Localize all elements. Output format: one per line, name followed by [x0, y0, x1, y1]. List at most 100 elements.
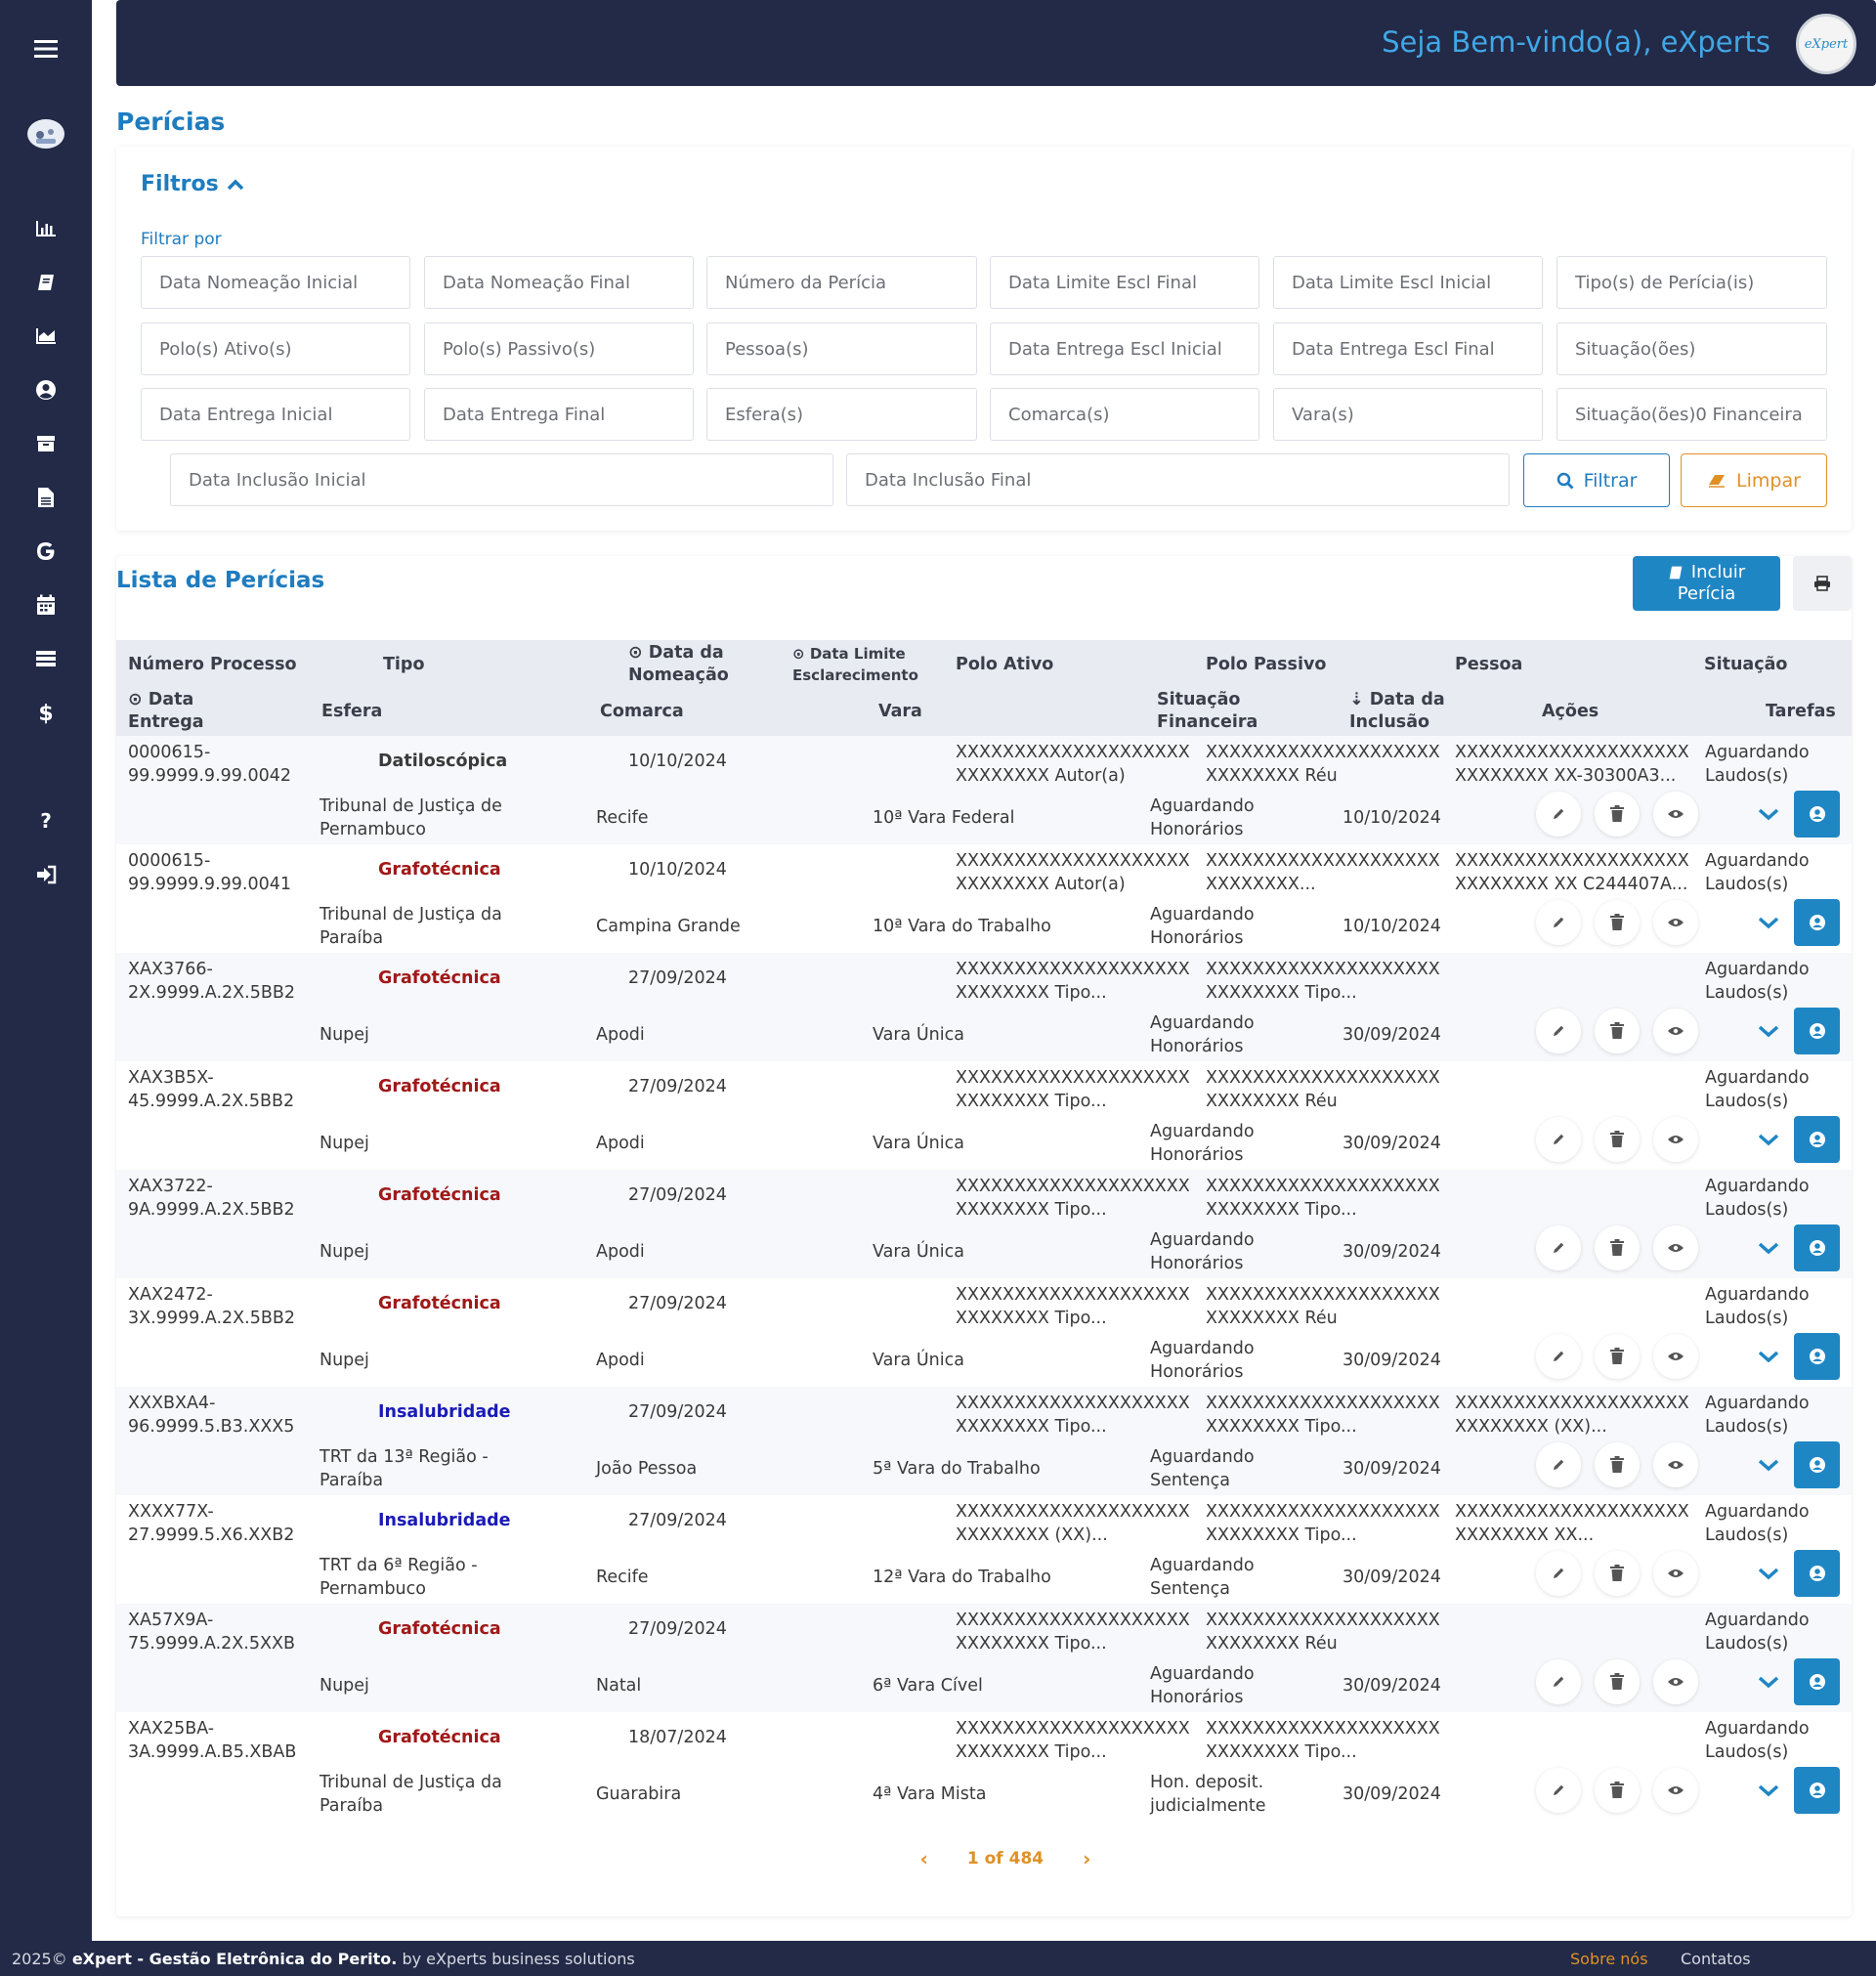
edit-button[interactable] — [1536, 1009, 1581, 1053]
filter-data-entrega-escl-inicial[interactable]: Data Entrega Escl Inicial — [990, 322, 1259, 375]
filter-data-nomeacao-final[interactable]: Data Nomeação Final — [424, 256, 694, 309]
edit-button[interactable] — [1536, 792, 1581, 837]
view-button[interactable] — [1653, 1117, 1698, 1162]
header-comarca[interactable]: Comarca — [600, 702, 684, 721]
header-tipo[interactable]: Tipo — [383, 655, 425, 674]
header-situacao-financeira[interactable]: Situação Financeira — [1157, 689, 1258, 734]
tasks-button[interactable] — [1794, 791, 1840, 838]
edit-button[interactable] — [1536, 1659, 1581, 1704]
edit-button[interactable] — [1536, 1442, 1581, 1487]
header-data-limite[interactable]: ⊙ Data Limite Esclarecimento — [792, 644, 918, 687]
menu-icon[interactable] — [0, 29, 92, 68]
delete-button[interactable] — [1595, 1551, 1640, 1596]
google-icon[interactable] — [0, 532, 92, 571]
chart-area-icon[interactable] — [0, 317, 92, 356]
view-button[interactable] — [1653, 1659, 1698, 1704]
filter-polo-ativo[interactable]: Polo(s) Ativo(s) — [141, 322, 410, 375]
view-button[interactable] — [1653, 900, 1698, 945]
filter-data-nomeacao-inicial[interactable]: Data Nomeação Inicial — [141, 256, 410, 309]
chart-bar-icon[interactable] — [0, 209, 92, 248]
view-button[interactable] — [1653, 1442, 1698, 1487]
calendar-icon[interactable] — [0, 585, 92, 624]
edit-button[interactable] — [1536, 1768, 1581, 1813]
view-button[interactable] — [1653, 792, 1698, 837]
header-data-inclusao[interactable]: ⇣ Data da Inclusão — [1349, 689, 1445, 734]
delete-button[interactable] — [1595, 1659, 1640, 1704]
delete-button[interactable] — [1595, 1442, 1640, 1487]
header-esfera[interactable]: Esfera — [321, 702, 383, 721]
help-icon[interactable]: ? — [0, 801, 92, 840]
logout-icon[interactable] — [0, 855, 92, 894]
chevron-left-icon[interactable]: ‹ — [919, 1847, 928, 1870]
tasks-button[interactable] — [1794, 1333, 1840, 1380]
edit-button[interactable] — [1536, 1117, 1581, 1162]
file-icon[interactable] — [0, 478, 92, 517]
dollar-icon[interactable]: $ — [0, 693, 92, 732]
expand-button[interactable] — [1754, 1667, 1783, 1697]
header-vara[interactable]: Vara — [878, 702, 922, 721]
expand-button[interactable] — [1754, 1125, 1783, 1154]
chevron-right-icon[interactable]: › — [1083, 1847, 1091, 1870]
tasks-button[interactable] — [1794, 1224, 1840, 1271]
filter-vara[interactable]: Vara(s) — [1273, 388, 1543, 441]
filter-button[interactable]: Filtrar — [1523, 453, 1670, 507]
header-data-entrega[interactable]: ⊙ Data Entrega — [128, 689, 204, 734]
expand-button[interactable] — [1754, 1776, 1783, 1805]
expand-button[interactable] — [1754, 1233, 1783, 1263]
tasks-button[interactable] — [1794, 1550, 1840, 1597]
expand-button[interactable] — [1754, 1450, 1783, 1480]
edit-button[interactable] — [1536, 1551, 1581, 1596]
tasks-button[interactable] — [1794, 899, 1840, 946]
delete-button[interactable] — [1595, 1768, 1640, 1813]
filter-pessoa[interactable]: Pessoa(s) — [706, 322, 977, 375]
delete-button[interactable] — [1595, 792, 1640, 837]
delete-button[interactable] — [1595, 900, 1640, 945]
view-button[interactable] — [1653, 1009, 1698, 1053]
expand-button[interactable] — [1754, 1559, 1783, 1588]
filter-data-inclusao-final[interactable]: Data Inclusão Final — [846, 453, 1510, 506]
tasks-button[interactable] — [1794, 1767, 1840, 1814]
add-pericia-button[interactable]: Incluir Perícia — [1633, 556, 1780, 611]
avatar-icon[interactable] — [0, 114, 92, 153]
delete-button[interactable] — [1595, 1009, 1640, 1053]
delete-button[interactable] — [1595, 1117, 1640, 1162]
tasks-button[interactable] — [1794, 1441, 1840, 1488]
list-icon[interactable] — [0, 639, 92, 678]
book-icon[interactable] — [0, 263, 92, 302]
edit-button[interactable] — [1536, 1225, 1581, 1270]
view-button[interactable] — [1653, 1225, 1698, 1270]
filter-data-limite-escl-inicial[interactable]: Data Limite Escl Inicial — [1273, 256, 1543, 309]
print-button[interactable] — [1793, 556, 1852, 611]
filter-comarca[interactable]: Comarca(s) — [990, 388, 1259, 441]
header-polo-passivo[interactable]: Polo Passivo — [1206, 655, 1327, 674]
filter-data-entrega-escl-final[interactable]: Data Entrega Escl Final — [1273, 322, 1543, 375]
user-logo[interactable]: eXpert — [1796, 14, 1856, 74]
user-circle-icon[interactable] — [0, 370, 92, 409]
footer-sobre-link[interactable]: Sobre nós — [1570, 1949, 1648, 1968]
clear-button[interactable]: Limpar — [1681, 453, 1827, 507]
tasks-button[interactable] — [1794, 1658, 1840, 1705]
expand-button[interactable] — [1754, 908, 1783, 937]
header-data-nomeacao[interactable]: ⊙ Data da Nomeação — [628, 642, 729, 687]
filter-data-entrega-inicial[interactable]: Data Entrega Inicial — [141, 388, 410, 441]
expand-button[interactable] — [1754, 799, 1783, 829]
tasks-button[interactable] — [1794, 1008, 1840, 1054]
header-polo-ativo[interactable]: Polo Ativo — [956, 655, 1054, 674]
header-situacao[interactable]: Situação — [1704, 655, 1788, 674]
header-pessoa[interactable]: Pessoa — [1455, 655, 1523, 674]
view-button[interactable] — [1653, 1334, 1698, 1379]
filter-data-inclusao-inicial[interactable]: Data Inclusão Inicial — [170, 453, 833, 506]
header-numero[interactable]: Número Processo — [128, 655, 297, 674]
filter-polo-passivo[interactable]: Polo(s) Passivo(s) — [424, 322, 694, 375]
filter-situacao-financeira[interactable]: Situação(ões)0 Financeira — [1556, 388, 1827, 441]
footer-contatos-link[interactable]: Contatos — [1681, 1949, 1751, 1968]
archive-icon[interactable] — [0, 424, 92, 463]
filter-data-entrega-final[interactable]: Data Entrega Final — [424, 388, 694, 441]
edit-button[interactable] — [1536, 900, 1581, 945]
tasks-button[interactable] — [1794, 1116, 1840, 1163]
filter-numero-pericia[interactable]: Número da Perícia — [706, 256, 977, 309]
expand-button[interactable] — [1754, 1342, 1783, 1371]
filter-esfera[interactable]: Esfera(s) — [706, 388, 977, 441]
filter-data-limite-escl-final[interactable]: Data Limite Escl Final — [990, 256, 1259, 309]
edit-button[interactable] — [1536, 1334, 1581, 1379]
